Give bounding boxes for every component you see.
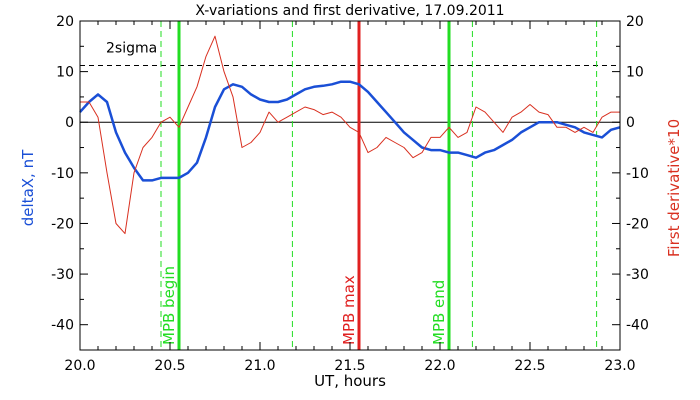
sigma-label: 2sigma (106, 41, 157, 57)
chart-title: X-variations and first derivative, 17.09… (195, 3, 504, 19)
x-tick-label-0: 20.0 (64, 358, 95, 374)
y-tick-label-4: -20 (51, 216, 74, 232)
x-tick-label-6: 23.0 (604, 358, 635, 374)
y2-tick-label-5: -30 (626, 267, 649, 283)
series-1-line (80, 35, 620, 235)
y2-tick-label-0: 20 (626, 14, 644, 30)
series-0-line (79, 80, 621, 182)
y2-tick-label-2: 0 (626, 115, 635, 131)
x-tick-label-2: 21.0 (244, 358, 275, 374)
y-tick-label-0: 20 (56, 14, 74, 30)
y-tick-label-6: -40 (51, 318, 74, 334)
y-tick-label-2: 0 (65, 115, 74, 131)
mpb-begin-label: MPB begin (160, 266, 178, 345)
y2-axis-title: First derivative*10 (665, 119, 683, 257)
x-tick-label-5: 22.5 (514, 358, 545, 374)
y-axis-title: deltaX, nT (19, 149, 37, 226)
y-tick-label-3: -10 (51, 166, 74, 182)
x-axis-title: UT, hours (314, 372, 386, 390)
y2-tick-label-4: -20 (626, 216, 649, 232)
y-tick-label-1: 10 (56, 65, 74, 81)
y2-tick-label-6: -40 (626, 318, 649, 334)
x-tick-label-3: 21.5 (334, 358, 365, 374)
x-tick-label-4: 22.0 (424, 358, 455, 374)
mpb-end-label: MPB end (430, 280, 448, 345)
y2-tick-label-3: -10 (626, 166, 649, 182)
y2-tick-label-1: 10 (626, 65, 644, 81)
y-tick-label-5: -30 (51, 267, 74, 283)
mpb-max-label: MPB max (340, 275, 358, 345)
x-tick-label-1: 20.5 (154, 358, 185, 374)
